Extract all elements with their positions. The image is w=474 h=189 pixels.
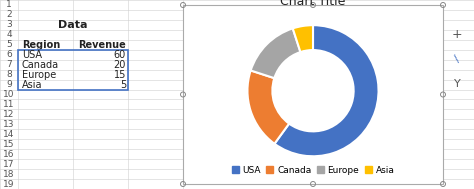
Wedge shape (293, 25, 313, 52)
Bar (183, 5, 443, 184)
Text: 5: 5 (6, 40, 12, 49)
Text: 11: 11 (3, 100, 15, 109)
Text: 4: 4 (6, 30, 12, 39)
Text: Europe: Europe (22, 70, 56, 80)
Text: 6: 6 (6, 50, 12, 59)
Text: 9: 9 (6, 80, 12, 89)
Text: Revenue: Revenue (78, 40, 126, 50)
Text: 60: 60 (114, 50, 126, 60)
Text: 5: 5 (120, 80, 126, 90)
Text: 10: 10 (3, 90, 15, 99)
Text: 14: 14 (3, 130, 15, 139)
Text: 18: 18 (3, 170, 15, 179)
Text: 3: 3 (6, 20, 12, 29)
Legend: USA, Canada, Europe, Asia: USA, Canada, Europe, Asia (230, 164, 396, 176)
Text: 15: 15 (3, 140, 15, 149)
Title: Chart Title: Chart Title (280, 0, 346, 8)
Wedge shape (274, 25, 379, 156)
Text: Canada: Canada (22, 60, 59, 70)
Text: 12: 12 (3, 110, 15, 119)
Text: 7: 7 (6, 60, 12, 69)
Bar (18, 50, 128, 90)
Text: 16: 16 (3, 150, 15, 159)
Text: Region: Region (22, 40, 60, 50)
Text: 8: 8 (6, 70, 12, 79)
Text: USA: USA (22, 50, 42, 60)
Text: 1: 1 (6, 1, 12, 9)
Text: 13: 13 (3, 120, 15, 129)
Wedge shape (251, 28, 301, 78)
Text: 17: 17 (3, 160, 15, 169)
Text: 2: 2 (6, 10, 12, 19)
Text: Asia: Asia (22, 80, 43, 90)
Text: /: / (452, 54, 462, 64)
Text: +: + (452, 28, 462, 40)
Text: 15: 15 (114, 70, 126, 80)
Wedge shape (247, 70, 289, 144)
Text: Data: Data (58, 20, 88, 30)
Text: Y: Y (454, 79, 460, 89)
Text: 20: 20 (114, 60, 126, 70)
Text: 19: 19 (3, 180, 15, 188)
